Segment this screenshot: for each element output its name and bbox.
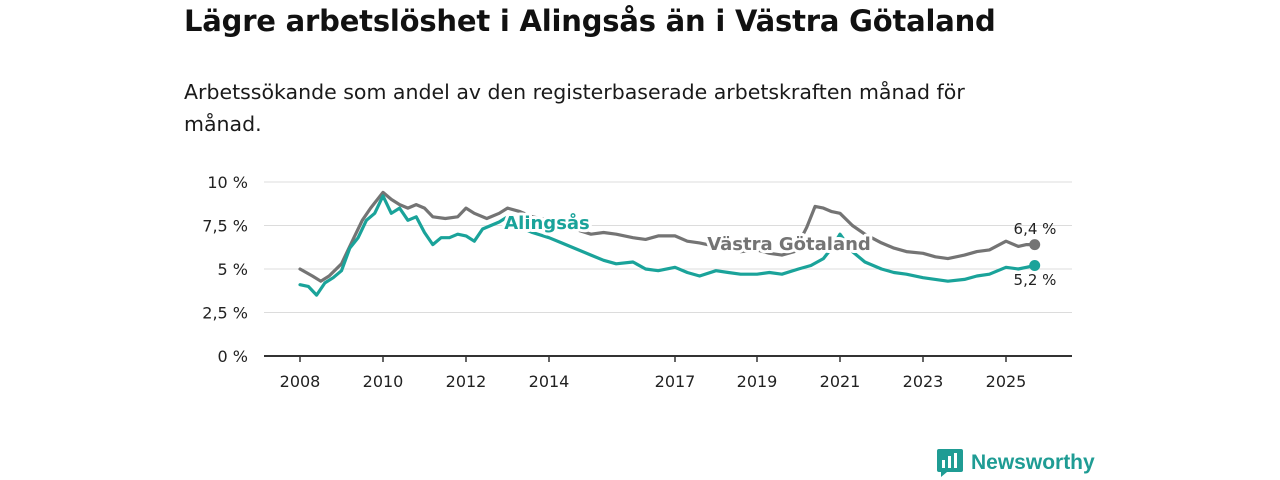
x-tick-label: 2014 (529, 372, 570, 391)
newsworthy-logo: Newsworthy (937, 449, 1095, 477)
newsworthy-logo-text: Newsworthy (971, 451, 1095, 474)
series-label-vastra-gotaland-halo: Västra Götaland (707, 234, 871, 255)
series-endpoint-vastra-gotaland (1029, 239, 1041, 251)
x-tick-label: 2012 (446, 372, 487, 391)
x-tick-label: 2019 (737, 372, 778, 391)
series-label-alingsas-halo: Alingsås (504, 212, 590, 234)
x-tick-label: 2021 (820, 372, 861, 391)
x-tick-label: 2025 (986, 372, 1027, 391)
x-tick-label: 2010 (363, 372, 404, 391)
y-tick-label: 0 % (218, 347, 248, 366)
y-tick-label: 7,5 % (202, 217, 248, 236)
end-value-label-vastra-gotaland: 6,4 % (1014, 220, 1057, 238)
series-label-vastra-gotaland: Västra Götaland (707, 234, 871, 255)
x-axis-ticks: 2008 2010 2012 2014 2017 2019 2021 2023 2025 (264, 355, 1072, 391)
y-tick-label: 5 % (218, 260, 248, 279)
series-line-alingsas (298, 194, 1037, 297)
y-tick-label: 10 % (207, 173, 248, 192)
grid-lines (264, 181, 1072, 313)
x-tick-label: 2017 (655, 372, 696, 391)
series-line-vastra-gotaland (298, 190, 1037, 283)
newsworthy-logo-icon (937, 449, 963, 477)
x-tick-label: 2023 (903, 372, 944, 391)
end-value-label-alingsas: 5,2 % (1014, 271, 1057, 289)
y-tick-label: 2,5 % (202, 304, 248, 323)
series-label-alingsas: Alingsås (504, 212, 590, 234)
series-endpoint-alingsas (1029, 260, 1041, 272)
series-lines (298, 190, 1041, 297)
x-tick-label: 2008 (280, 372, 321, 391)
y-axis-ticks: 0 % 2,5 % 5 % 7,5 % 10 % (202, 173, 248, 366)
chart-title: Lägre arbetslöshet i Alingsås än i Västr… (184, 4, 996, 38)
chart-subtitle: Arbetssökande som andel av den registerb… (184, 80, 965, 136)
